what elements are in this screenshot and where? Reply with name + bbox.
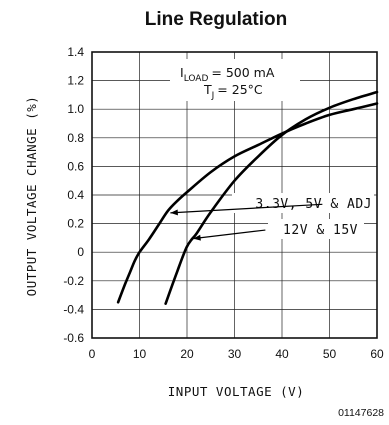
y-tick-label: 0.4 <box>67 188 84 202</box>
iload-subscript: LOAD <box>184 74 209 84</box>
x-axis-label: INPUT VOLTAGE (V) <box>168 384 304 399</box>
tj-value: = 25°C <box>217 82 263 97</box>
y-tick-label: 1.0 <box>67 102 84 116</box>
chart-title: Line Regulation <box>145 9 288 30</box>
tj-symbol: T <box>203 82 212 97</box>
load-current-annotation: ILOAD = 500 mA <box>180 65 275 84</box>
y-axis-label: OUTPUT VOLTAGE CHANGE (%) <box>24 96 39 297</box>
series-line-2 <box>164 90 379 305</box>
x-tick-label: 30 <box>228 347 242 361</box>
x-tick-label: 50 <box>323 347 337 361</box>
callout-arrows <box>170 203 323 241</box>
series-1-arrow-head <box>170 209 178 216</box>
y-tick-labels: 1.4 1.2 1.0 0.8 0.6 0.4 0.2 0 -0.2 -0.4 -0.6 <box>63 45 84 345</box>
series-1-arrow-shaft <box>170 203 323 214</box>
series-2-label-bg <box>268 219 364 239</box>
y-tick-label: -0.4 <box>63 302 84 316</box>
series-2-arrow-shaft <box>193 229 266 240</box>
x-tick-label: 40 <box>275 347 289 361</box>
tj-subscript: J <box>211 91 215 101</box>
figure-id: 01147628 <box>338 407 384 419</box>
series-line-1 <box>116 102 379 304</box>
series-1-label-bg <box>232 193 374 213</box>
series-2-arrow-head <box>193 234 201 241</box>
series-curves <box>116 90 379 305</box>
y-tick-label: -0.6 <box>63 331 84 345</box>
y-tick-label: 0 <box>77 245 84 259</box>
y-tick-label: 0.8 <box>67 131 84 145</box>
x-tick-label: 10 <box>133 347 147 361</box>
iload-symbol: I <box>180 65 184 80</box>
junction-temp-annotation: TJ = 25°C <box>203 82 263 101</box>
y-tick-label: -0.2 <box>63 274 84 288</box>
y-tick-label: 1.2 <box>67 74 84 88</box>
y-tick-label: 0.6 <box>67 159 84 173</box>
x-tick-labels: 0 10 20 30 40 50 60 <box>89 347 384 361</box>
plot-frame <box>91 51 378 339</box>
conditions-box <box>170 59 300 101</box>
x-tick-label: 0 <box>89 347 96 361</box>
y-tick-label: 1.4 <box>67 45 84 59</box>
x-tick-label: 20 <box>180 347 194 361</box>
y-tick-label: 0.2 <box>67 217 84 231</box>
series-2-label: 12V & 15V <box>283 223 358 238</box>
x-tick-label: 60 <box>370 347 384 361</box>
iload-value: = 500 mA <box>211 65 274 80</box>
